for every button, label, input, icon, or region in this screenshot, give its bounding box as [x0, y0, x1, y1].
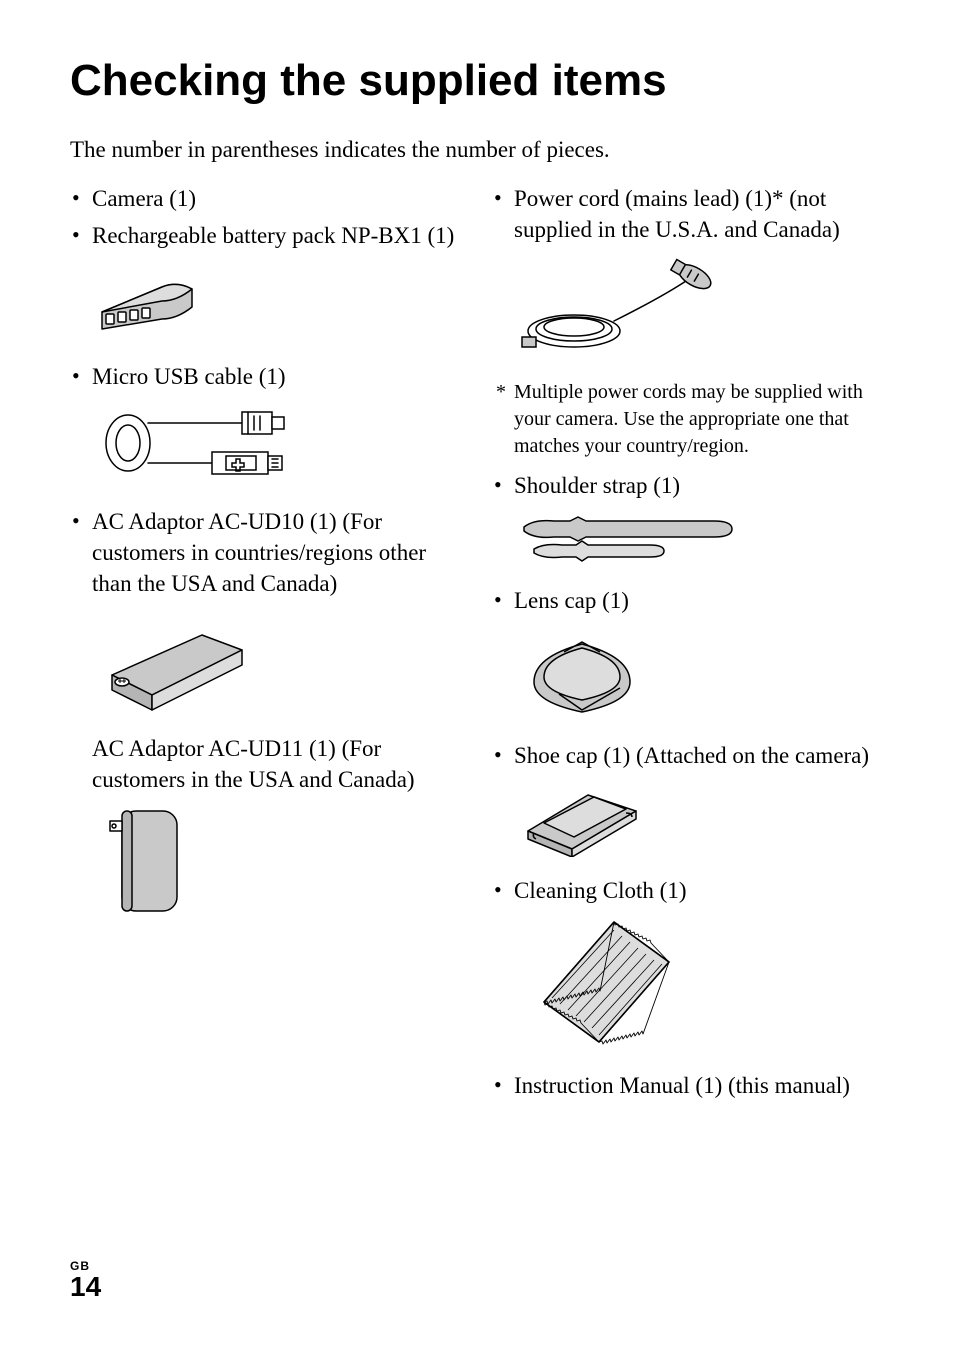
item-power-cord: Power cord (mains lead) (1)* (not suppli…	[492, 183, 884, 245]
item-camera: Camera (1)	[70, 183, 462, 214]
power-cord-footnote: * Multiple power cords may be supplied w…	[492, 379, 884, 460]
item-lens-cap: Lens cap (1)	[492, 585, 884, 616]
power-cord-illustration	[514, 251, 884, 361]
item-shoulder-strap: Shoulder strap (1)	[492, 470, 884, 501]
right-column: Power cord (mains lead) (1)* (not suppli…	[492, 183, 884, 1107]
page-footer: GB 14	[70, 1259, 101, 1301]
ac-ud10-illustration	[92, 605, 462, 715]
item-ac-ud11: AC Adaptor AC-UD11 (1) (For customers in…	[70, 733, 462, 795]
left-column: Camera (1) Rechargeable battery pack NP-…	[70, 183, 462, 1107]
lens-cap-illustration	[514, 622, 884, 722]
item-cleaning-cloth: Cleaning Cloth (1)	[492, 875, 884, 906]
page-title: Checking the supplied items	[70, 56, 884, 106]
item-shoe-cap: Shoe cap (1) (Attached on the camera)	[492, 740, 884, 771]
footnote-star: *	[496, 379, 506, 406]
cleaning-cloth-illustration	[514, 912, 884, 1052]
page-number: 14	[70, 1273, 101, 1301]
shoe-cap-illustration	[514, 777, 884, 857]
shoulder-strap-illustration	[514, 507, 884, 567]
micro-usb-illustration	[92, 398, 462, 488]
manual-page: Checking the supplied items The number i…	[0, 0, 954, 1345]
item-micro-usb: Micro USB cable (1)	[70, 361, 462, 392]
intro-text: The number in parentheses indicates the …	[70, 134, 884, 165]
footnote-text: Multiple power cords may be supplied wit…	[514, 381, 863, 457]
item-instruction-manual: Instruction Manual (1) (this manual)	[492, 1070, 884, 1101]
content-columns: Camera (1) Rechargeable battery pack NP-…	[70, 183, 884, 1107]
ac-ud11-illustration	[92, 801, 462, 921]
item-ac-ud10: AC Adaptor AC-UD10 (1) (For customers in…	[70, 506, 462, 599]
item-battery: Rechargeable battery pack NP-BX1 (1)	[70, 220, 462, 251]
battery-illustration	[92, 257, 462, 343]
